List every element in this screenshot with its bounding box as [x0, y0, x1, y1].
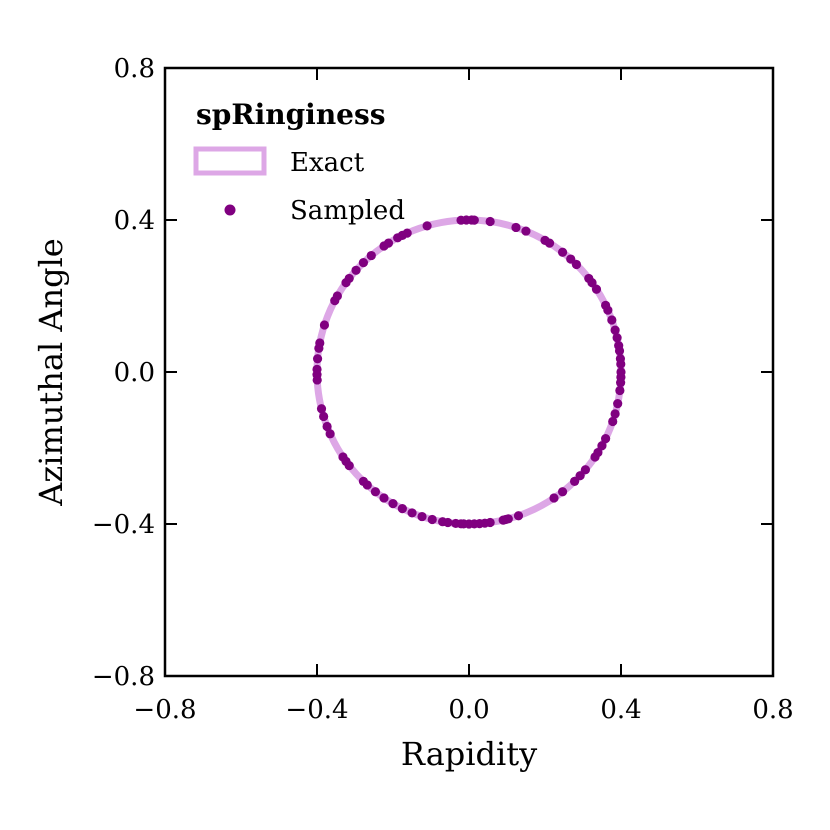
sampled-point — [370, 487, 381, 497]
sampled-point — [362, 480, 372, 490]
legend: spRinginess Exact Sampled — [193, 98, 405, 226]
sampled-point — [610, 409, 620, 419]
sampled-point — [388, 499, 398, 509]
sampled-point — [591, 284, 602, 294]
sampled-point — [540, 235, 550, 245]
sampled-point — [601, 434, 611, 444]
y-tick-label: 0.4 — [114, 206, 155, 236]
x-tick-label: 0.0 — [448, 695, 489, 725]
sampled-point — [615, 354, 626, 364]
y-axis-label: Azimuthal Angle — [32, 238, 70, 506]
sampled-point — [569, 476, 580, 486]
y-tick-label: 0.8 — [114, 54, 155, 84]
x-axis-label: Rapidity — [401, 735, 537, 773]
sampled-point — [427, 514, 437, 525]
sampled-point — [557, 247, 568, 257]
sampled-point — [597, 441, 607, 451]
x-tick-label: 0.4 — [600, 695, 641, 725]
sampled-point — [319, 411, 329, 422]
sampled-point — [322, 421, 332, 432]
sampled-point — [571, 259, 582, 270]
sampled-point — [407, 508, 417, 518]
sampled-point — [613, 399, 623, 409]
sampled-point — [330, 296, 340, 306]
sampled-point — [610, 325, 620, 335]
sampled-point — [319, 320, 330, 330]
sampled-point — [511, 222, 521, 233]
sampled-point — [366, 250, 376, 261]
sampled-point — [397, 504, 407, 514]
legend-sampled-label: Sampled — [290, 196, 405, 226]
sampled-point — [358, 258, 369, 268]
x-tick-label: −0.8 — [133, 695, 196, 725]
sampled-point — [584, 273, 594, 284]
sampled-point — [608, 416, 618, 427]
sampled-point — [344, 460, 354, 471]
sampled-point — [601, 300, 611, 310]
sampled-point — [593, 447, 603, 458]
sampled-point — [443, 517, 453, 528]
sampled-point — [325, 429, 335, 439]
sampled-point — [612, 333, 622, 343]
legend-exact-swatch — [193, 146, 267, 176]
sampled-point — [312, 354, 323, 364]
sampled-point — [521, 226, 531, 236]
y-tick-label: 0.0 — [114, 358, 155, 388]
ticks-layer: −0.8 −0.4 0.0 0.4 0.8 −0.8 −0.4 0.0 0.4 0.8 — [92, 54, 794, 725]
sampled-point — [417, 511, 427, 522]
sampled-point — [575, 471, 585, 481]
sampled-point — [549, 493, 559, 503]
sampled-point — [422, 221, 432, 231]
x-tick-label: 0.8 — [752, 695, 793, 725]
sampled-point — [379, 241, 389, 251]
sampled-point — [314, 343, 324, 353]
sampled-point — [316, 404, 327, 414]
sampled-point — [513, 511, 524, 521]
sampled-point — [485, 216, 495, 227]
y-tick-label: −0.8 — [92, 662, 155, 692]
y-tick-label: −0.4 — [92, 510, 155, 540]
sampled-point — [312, 375, 322, 385]
legend-sampled-marker — [224, 204, 236, 216]
sampled-point — [607, 315, 617, 325]
legend-title: spRinginess — [196, 98, 386, 131]
sampled-point — [614, 341, 624, 351]
sampled-point — [393, 233, 403, 243]
x-tick-label: −0.4 — [285, 695, 348, 725]
sampled-point — [379, 493, 389, 503]
sampled-point — [485, 517, 495, 528]
sampled-point — [341, 278, 351, 288]
sampled-point — [503, 514, 513, 524]
sampled-point — [615, 385, 625, 396]
sampled-point — [616, 372, 626, 382]
sampled-point — [566, 254, 576, 264]
sampled-point — [557, 487, 568, 497]
legend-exact-label: Exact — [290, 148, 365, 178]
sampled-points-layer — [312, 215, 626, 529]
sampled-point — [580, 465, 591, 475]
sampled-point — [351, 265, 361, 275]
sampled-point — [456, 215, 466, 225]
